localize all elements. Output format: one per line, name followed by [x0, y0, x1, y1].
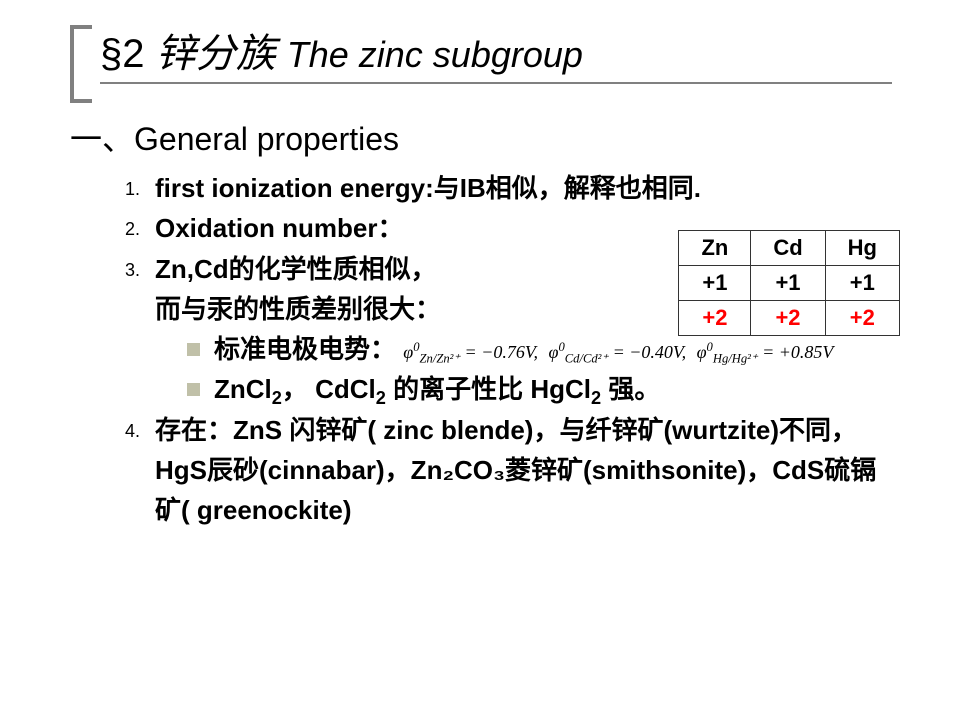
square-bullet-icon [187, 383, 200, 396]
title-underline [100, 82, 892, 84]
section-heading: 一、General properties [70, 114, 900, 160]
item-text: 存在：ZnS 闪锌矿( zinc blende)，与纤锌矿(wurtzite)不… [155, 410, 900, 531]
table-cell: +2 [825, 301, 899, 336]
list-subitem: ZnCl2， CdCl2 的离子性比 HgCl2 强。 [125, 369, 900, 409]
subitem-text: ZnCl2， CdCl2 的离子性比 HgCl2 强。 [214, 369, 900, 409]
electrode-label: 标准电极电势： [214, 334, 396, 364]
item-number: 3. [125, 249, 155, 285]
section-number: §2 [100, 32, 145, 76]
table-cell: +2 [751, 301, 825, 336]
table-cell: +2 [679, 301, 751, 336]
table-row: +1 +1 +1 [679, 266, 900, 301]
heading-text: General properties [134, 121, 399, 157]
item-number: 2. [125, 208, 155, 244]
electrode-potentials: φ0Zn/Zn²⁺ = −0.76V, φ0Cd/Cd²⁺ = −0.40V, … [403, 342, 839, 362]
heading-prefix: 一、 [70, 121, 134, 157]
table-header: Cd [751, 231, 825, 266]
item-text: first ionization energy:与IB相似，解释也相同. [155, 168, 900, 208]
table-cell: +1 [679, 266, 751, 301]
potential-cd: φ0Cd/Cd²⁺ = −0.40V, [549, 339, 687, 367]
list-item: 4. 存在：ZnS 闪锌矿( zinc blende)，与纤锌矿(wurtzit… [125, 410, 900, 531]
table-header: Zn [679, 231, 751, 266]
square-bullet-icon [187, 343, 200, 356]
table-header: Hg [825, 231, 899, 266]
list-item: 1. first ionization energy:与IB相似，解释也相同. [125, 168, 900, 208]
table-header-row: Zn Cd Hg [679, 231, 900, 266]
item-number: 1. [125, 168, 155, 204]
title-bracket-decoration [70, 25, 92, 103]
table-cell: +1 [751, 266, 825, 301]
potential-zn: φ0Zn/Zn²⁺ = −0.76V, [403, 339, 538, 367]
content-list: 1. first ionization energy:与IB相似，解释也相同. … [70, 168, 900, 531]
title-block: §2 锌分族 The zinc subgroup [70, 30, 900, 84]
slide-container: §2 锌分族 The zinc subgroup 一、General prope… [0, 0, 960, 561]
oxidation-number-table: Zn Cd Hg +1 +1 +1 +2 +2 +2 [678, 230, 900, 336]
table-cell: +1 [825, 266, 899, 301]
title-en: The zinc subgroup [287, 34, 583, 75]
slide-title: §2 锌分族 The zinc subgroup [100, 30, 900, 78]
table-row-highlight: +2 +2 +2 [679, 301, 900, 336]
title-cn: 锌分族 [156, 32, 276, 76]
potential-hg: φ0Hg/Hg²⁺ = +0.85V [697, 339, 834, 367]
item-number: 4. [125, 410, 155, 446]
